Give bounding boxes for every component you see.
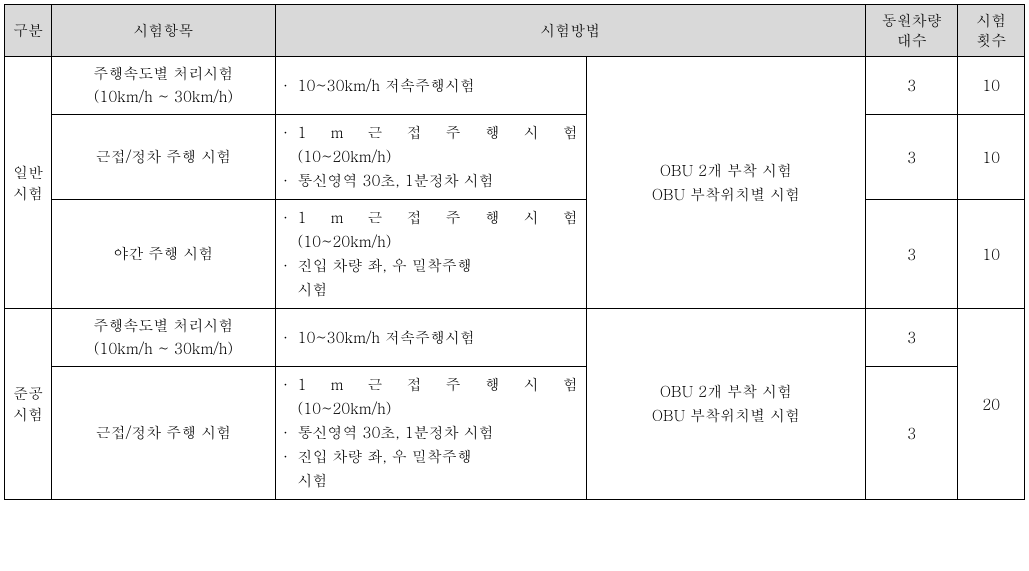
header-vehicles-line2: 대수 bbox=[874, 31, 949, 51]
trial-count: 10 bbox=[958, 57, 1025, 115]
vehicle-count: 3 bbox=[866, 309, 958, 367]
item-proximity: 근접/정차 주행 시험 bbox=[52, 115, 275, 200]
table-row: 준공 시험 주행속도별 처리시험 (10km/h ~ 30km/h) ∙ 10~… bbox=[5, 309, 1025, 367]
method-cell: ∙ 10~30km/h 저속주행시험 bbox=[275, 309, 586, 367]
item-speed: 주행속도별 처리시험 (10km/h ~ 30km/h) bbox=[52, 57, 275, 115]
obu-note-general: OBU 2개 부착 시험 OBU 부착위치별 시험 bbox=[586, 57, 865, 309]
bullet-icon: ∙ bbox=[284, 445, 298, 469]
table-row: 일반 시험 주행속도별 처리시험 (10km/h ~ 30km/h) ∙ 10~… bbox=[5, 57, 1025, 115]
group-completion-line2: 시험 bbox=[13, 404, 43, 425]
table-row: 근접/정차 주행 시험 ∙ 1 m 근 접 주 행 시 험 (10~20km/h… bbox=[5, 367, 1025, 500]
item-speed-line1: 주행속도별 처리시험 bbox=[60, 315, 266, 338]
group-completion-line1: 준공 bbox=[13, 383, 43, 404]
header-method: 시험방법 bbox=[275, 5, 866, 57]
vehicle-count: 3 bbox=[866, 115, 958, 200]
method-entry-close-l2: 시험 bbox=[284, 278, 578, 302]
method-entry-close-l1: 진입 차량 좌, 우 밀착주행 bbox=[298, 254, 578, 278]
method-cell: ∙ 1 m 근 접 주 행 시 험 (10~20km/h) ∙ 통신영역 30초… bbox=[275, 115, 586, 200]
item-speed-line1: 주행속도별 처리시험 bbox=[60, 63, 266, 86]
table-row: 야간 주행 시험 ∙ 1 m 근 접 주 행 시 험 (10~20km/h) ∙… bbox=[5, 200, 1025, 309]
vehicle-count: 3 bbox=[866, 200, 958, 309]
obu-line1: OBU 2개 부착 시험 bbox=[595, 159, 857, 183]
group-completion: 준공 시험 bbox=[5, 309, 52, 500]
vehicle-count: 3 bbox=[866, 367, 958, 500]
item-speed: 주행속도별 처리시험 (10km/h ~ 30km/h) bbox=[52, 309, 275, 367]
header-trials: 시험 횟수 bbox=[958, 5, 1025, 57]
method-entry-close-l1: 진입 차량 좌, 우 밀착주행 bbox=[298, 445, 578, 469]
obu-line2: OBU 부착위치별 시험 bbox=[595, 183, 857, 207]
bullet-icon: ∙ bbox=[284, 206, 298, 230]
header-vehicles-line1: 동원차량 bbox=[874, 11, 949, 31]
header-item: 시험항목 bbox=[52, 5, 275, 57]
bullet-icon: ∙ bbox=[284, 373, 298, 397]
method-comm-stop: 통신영역 30초, 1분정차 시험 bbox=[298, 169, 578, 193]
method-close-1m-l2: (10~20km/h) bbox=[284, 230, 578, 254]
bullet-icon: ∙ bbox=[284, 254, 298, 278]
method-entry-close-l2: 시험 bbox=[284, 469, 578, 493]
method-cell: ∙ 1 m 근 접 주 행 시 험 (10~20km/h) ∙ 진입 차량 좌,… bbox=[275, 200, 586, 309]
method-close-1m-l1: 1 m 근 접 주 행 시 험 bbox=[298, 206, 578, 230]
method-close-1m-l2: (10~20km/h) bbox=[284, 397, 578, 421]
vehicle-count: 3 bbox=[866, 57, 958, 115]
bullet-icon: ∙ bbox=[284, 326, 298, 350]
obu-line2: OBU 부착위치별 시험 bbox=[595, 404, 857, 428]
header-gubun: 구분 bbox=[5, 5, 52, 57]
header-trials-line2: 횟수 bbox=[966, 31, 1016, 51]
header-row: 구분 시험항목 시험방법 동원차량 대수 시험 횟수 bbox=[5, 5, 1025, 57]
header-trials-line1: 시험 bbox=[966, 11, 1016, 31]
method-close-1m-l2: (10~20km/h) bbox=[284, 145, 578, 169]
test-plan-table: 구분 시험항목 시험방법 동원차량 대수 시험 횟수 일반 시험 주행속도별 처… bbox=[4, 4, 1025, 500]
header-vehicles: 동원차량 대수 bbox=[866, 5, 958, 57]
method-close-1m-l1: 1 m 근 접 주 행 시 험 bbox=[298, 373, 578, 397]
group-general-line1: 일반 bbox=[13, 162, 43, 183]
item-proximity: 근접/정차 주행 시험 bbox=[52, 367, 275, 500]
bullet-icon: ∙ bbox=[284, 169, 298, 193]
bullet-icon: ∙ bbox=[284, 421, 298, 445]
method-close-1m-l1: 1 m 근 접 주 행 시 험 bbox=[298, 121, 578, 145]
trial-count: 10 bbox=[958, 200, 1025, 309]
item-speed-line2: (10km/h ~ 30km/h) bbox=[60, 86, 266, 109]
trial-count: 10 bbox=[958, 115, 1025, 200]
obu-line1: OBU 2개 부착 시험 bbox=[595, 380, 857, 404]
item-speed-line2: (10km/h ~ 30km/h) bbox=[60, 338, 266, 361]
group-general-line2: 시험 bbox=[13, 183, 43, 204]
method-comm-stop: 통신영역 30초, 1분정차 시험 bbox=[298, 421, 578, 445]
item-night: 야간 주행 시험 bbox=[52, 200, 275, 309]
bullet-icon: ∙ bbox=[284, 74, 298, 98]
group-general: 일반 시험 bbox=[5, 57, 52, 309]
bullet-icon: ∙ bbox=[284, 121, 298, 145]
obu-note-completion: OBU 2개 부착 시험 OBU 부착위치별 시험 bbox=[586, 309, 865, 500]
method-cell: ∙ 1 m 근 접 주 행 시 험 (10~20km/h) ∙ 통신영역 30초… bbox=[275, 367, 586, 500]
method-low-speed: 10~30km/h 저속주행시험 bbox=[298, 326, 578, 350]
trial-count: 20 bbox=[958, 309, 1025, 500]
method-cell: ∙ 10~30km/h 저속주행시험 bbox=[275, 57, 586, 115]
method-low-speed: 10~30km/h 저속주행시험 bbox=[298, 74, 578, 98]
table-row: 근접/정차 주행 시험 ∙ 1 m 근 접 주 행 시 험 (10~20km/h… bbox=[5, 115, 1025, 200]
